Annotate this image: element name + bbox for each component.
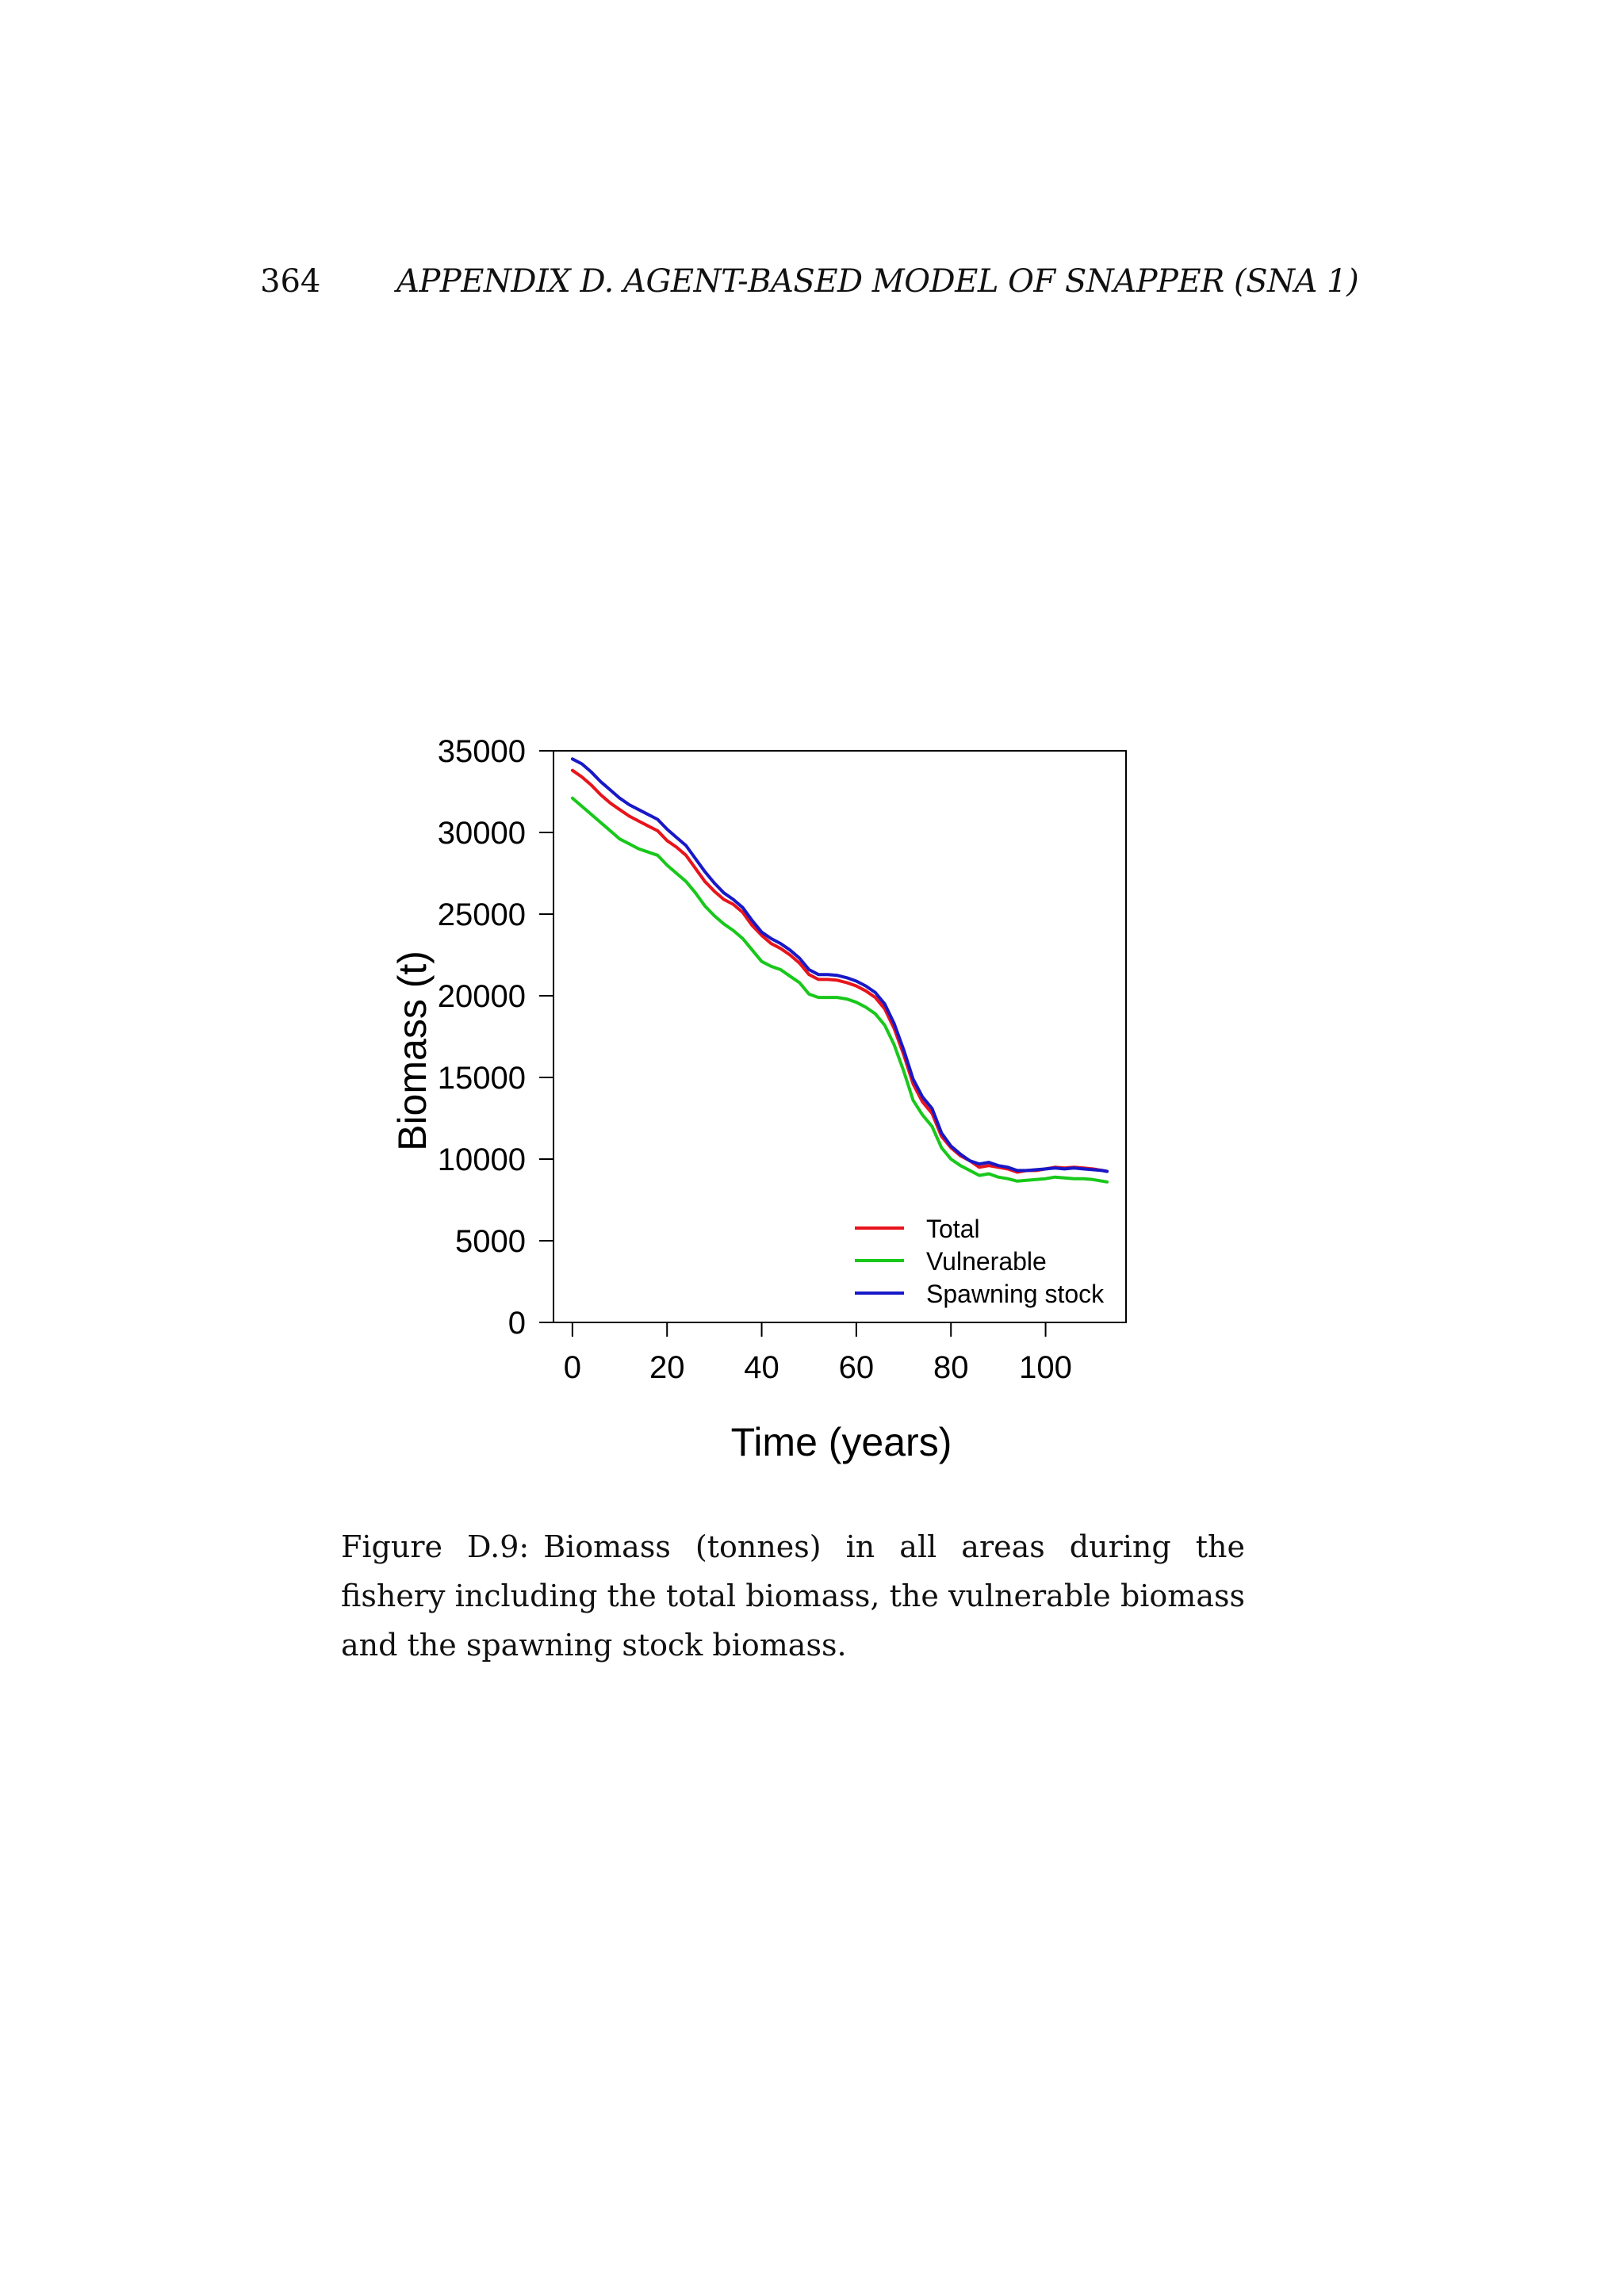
x-tick-label: 20 [649,1350,685,1385]
caption-text: Biomass (tonnes) in all areas during the… [341,1529,1245,1663]
x-tick-label: 0 [564,1350,581,1385]
plot-frame [553,750,1127,1323]
series-line-total [570,768,1109,1174]
y-tick-label: 5000 [455,1224,526,1259]
running-head: 364 APPENDIX D. AGENT-BASED MODEL OF SNA… [260,255,1359,303]
x-tick-label: 100 [1019,1350,1072,1385]
y-tick-label: 20000 [438,979,526,1014]
y-tick-label: 30000 [438,816,526,851]
running-title: APPENDIX D. AGENT-BASED MODEL OF SNAPPER… [396,263,1359,300]
legend-label: Total [926,1215,980,1243]
legend-label: Spawning stock [926,1280,1105,1308]
legend-label: Vulnerable [926,1247,1047,1276]
y-tick-label: 10000 [438,1142,526,1177]
x-tick-label: 80 [933,1350,969,1385]
y-tick-label: 35000 [438,734,526,769]
figure-caption: Figure D.9: Biomass (tonnes) in all areas… [341,1522,1245,1670]
figure: 0 5000 10000 15000 20000 25000 30000 35000 0 20 40… [381,725,1174,1479]
caption-label: Figure D.9: [341,1529,530,1564]
y-tick-label: 0 [508,1306,526,1341]
x-axis-label: Time (years) [731,1420,952,1464]
page-number: 364 [260,263,321,300]
x-tick-label: 40 [744,1350,779,1385]
y-tick-label: 15000 [438,1061,526,1096]
y-axis-label: Biomass (t) [390,951,435,1151]
x-tick-label: 60 [839,1350,875,1385]
y-tick-label: 25000 [438,897,526,932]
biomass-chart: 0 5000 10000 15000 20000 25000 30000 35000 0 20 40… [390,734,1127,1464]
series-line-vulnerable [570,796,1109,1184]
series-line-spawning-stock [570,757,1109,1173]
